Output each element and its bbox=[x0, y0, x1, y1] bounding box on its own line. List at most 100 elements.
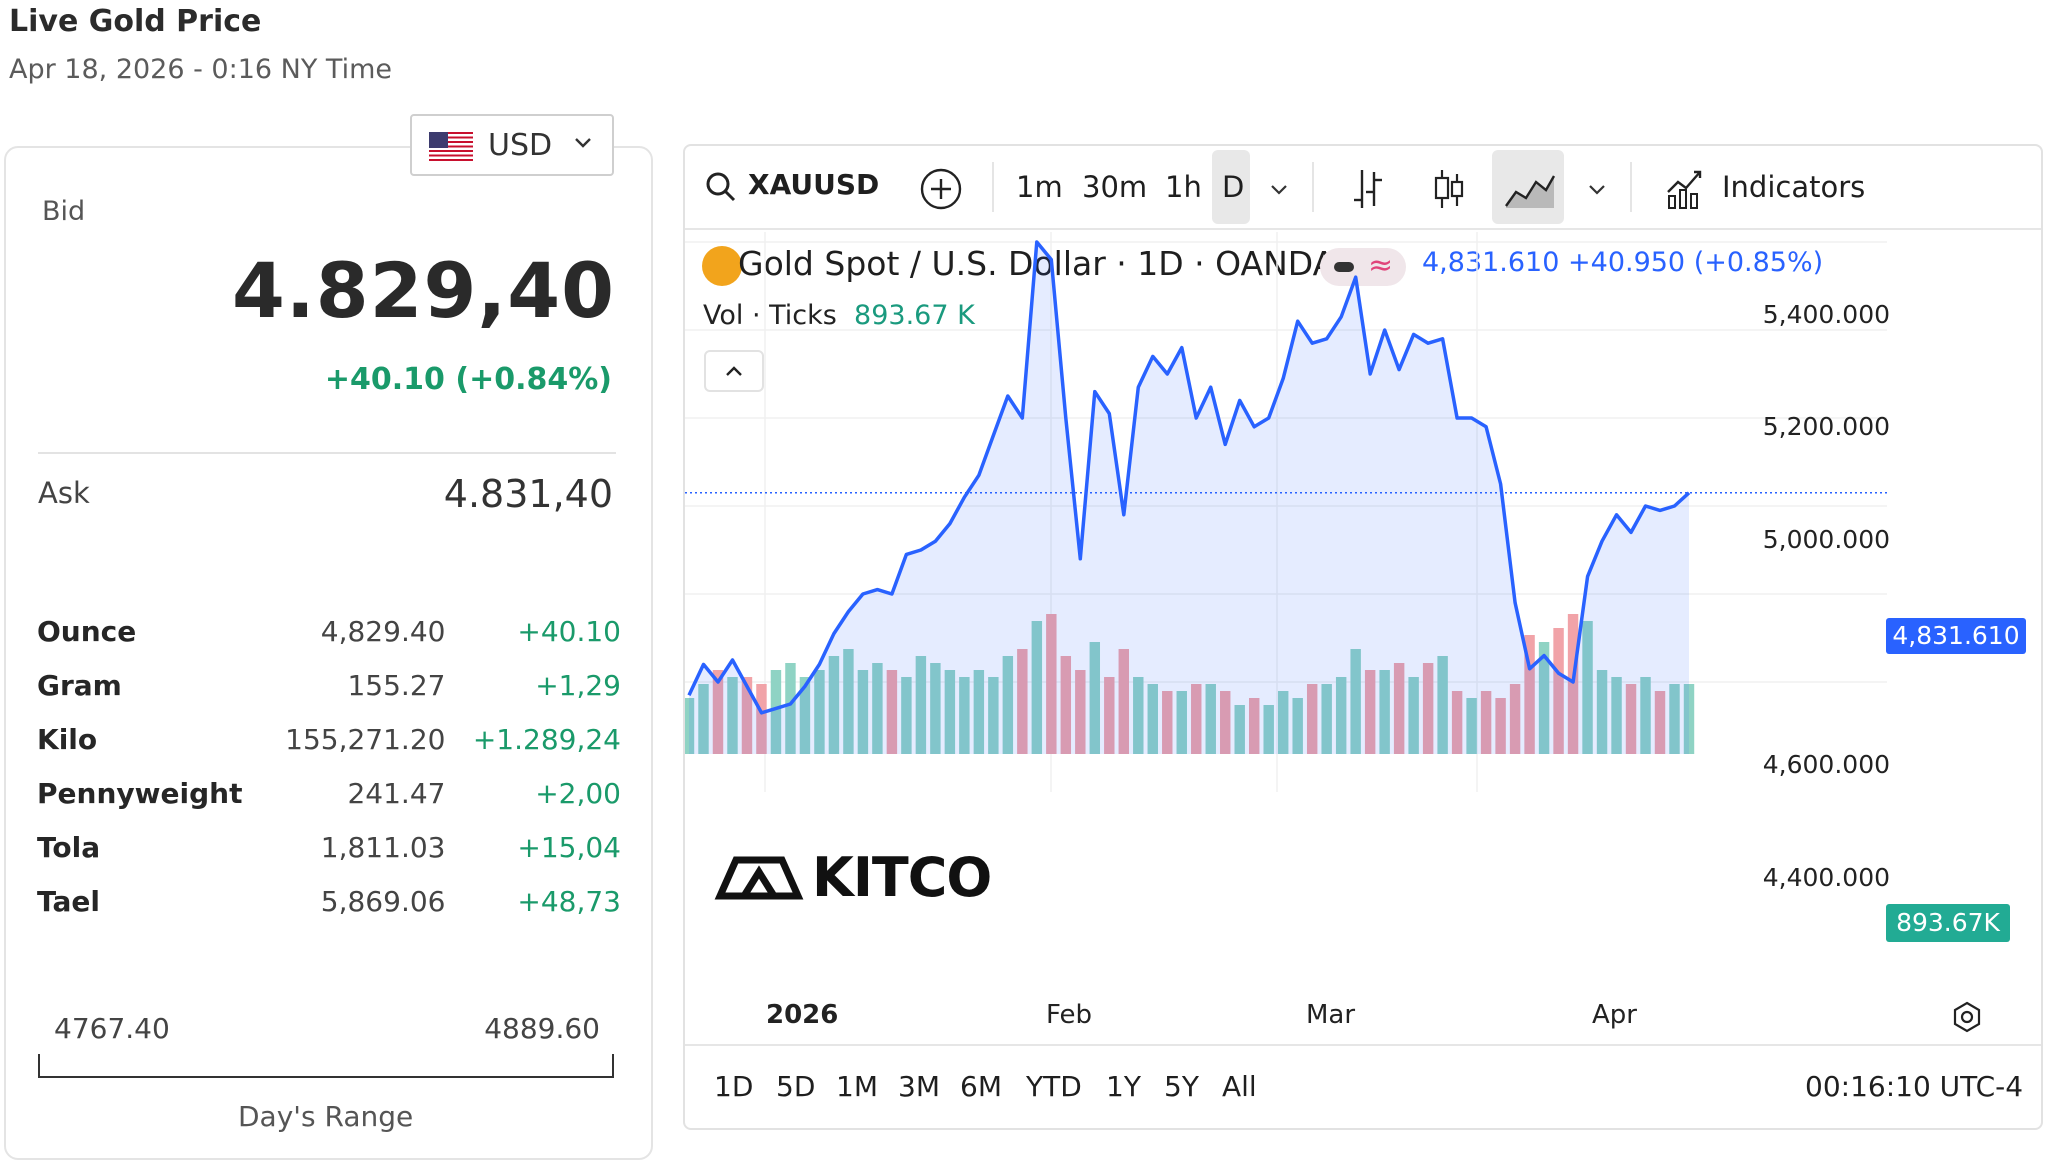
range-1m[interactable]: 1M bbox=[836, 1070, 878, 1103]
volume-bar bbox=[1654, 691, 1666, 754]
ask-value: 4.831,40 bbox=[443, 472, 613, 516]
volume-bar bbox=[1220, 691, 1231, 754]
chevron-down-icon bbox=[575, 138, 591, 148]
volume-bar bbox=[1104, 677, 1115, 754]
volume-bar bbox=[1422, 663, 1434, 754]
volume-bar bbox=[1524, 635, 1535, 754]
currency-select[interactable]: USD bbox=[410, 114, 614, 176]
volume-bar bbox=[1538, 642, 1550, 754]
unit-name: Kilo bbox=[37, 722, 98, 756]
bars-chart-icon[interactable] bbox=[1350, 166, 1386, 212]
table-row: Tola 1,811.03 +15,04 bbox=[37, 820, 621, 874]
unit-price: 155,271.20 bbox=[285, 722, 446, 756]
currency-label: USD bbox=[488, 128, 553, 163]
volume-bar bbox=[1596, 670, 1608, 754]
volume-bar bbox=[685, 698, 695, 754]
collapse-legend-button[interactable] bbox=[704, 350, 764, 392]
timeframe-30m[interactable]: 30m bbox=[1082, 170, 1148, 204]
day-range-high: 4889.60 bbox=[484, 1012, 600, 1045]
price-axis-label: 5,400.000 bbox=[1762, 300, 1890, 329]
unit-price: 241.47 bbox=[347, 776, 446, 810]
range-1d[interactable]: 1D bbox=[714, 1070, 754, 1103]
page-title: Live Gold Price bbox=[9, 4, 262, 39]
time-axis-label: Mar bbox=[1306, 1000, 1356, 1030]
volume-bar bbox=[727, 677, 738, 754]
volume-bar bbox=[1437, 656, 1448, 754]
volume-bar bbox=[1133, 677, 1144, 754]
range-1y[interactable]: 1Y bbox=[1106, 1070, 1141, 1103]
volume-bar bbox=[1060, 656, 1072, 754]
area-chart-icon[interactable] bbox=[1504, 170, 1556, 210]
volume-bar bbox=[988, 677, 999, 754]
volume-bar bbox=[930, 663, 941, 754]
range-ytd[interactable]: YTD bbox=[1026, 1070, 1082, 1103]
time-axis-label: Feb bbox=[1046, 1000, 1093, 1030]
volume-tag: 893.67K bbox=[1886, 904, 2010, 942]
volume-bar bbox=[1495, 698, 1506, 754]
settings-icon[interactable] bbox=[1950, 1000, 1984, 1034]
legend-values: 4,831.610 +40.950 (+0.85%) bbox=[1422, 247, 1823, 278]
range-all[interactable]: All bbox=[1222, 1070, 1257, 1103]
volume-bar bbox=[1364, 670, 1376, 754]
volume-bar bbox=[1292, 698, 1303, 754]
volume-bar bbox=[944, 670, 956, 754]
range-5d[interactable]: 5D bbox=[776, 1070, 816, 1103]
table-row: Tael 5,869.06 +48,73 bbox=[37, 874, 621, 928]
timeframe-d[interactable]: D bbox=[1222, 170, 1245, 204]
volume-bar bbox=[915, 656, 927, 754]
chevron-down-icon[interactable] bbox=[1586, 178, 1608, 200]
volume-bar bbox=[1466, 698, 1477, 754]
volume-bar bbox=[1234, 705, 1245, 754]
chevron-down-icon[interactable] bbox=[1268, 178, 1290, 200]
range-6m[interactable]: 6M bbox=[960, 1070, 1002, 1103]
table-row: Kilo 155,271.20 +1.289,24 bbox=[37, 712, 621, 766]
volume-bar bbox=[1002, 656, 1014, 754]
candles-chart-icon[interactable] bbox=[1432, 166, 1466, 212]
volume-bar bbox=[1611, 677, 1622, 754]
chart-grid bbox=[685, 232, 1887, 792]
unit-price: 155.27 bbox=[347, 668, 446, 702]
unit-name: Gram bbox=[37, 668, 122, 702]
bid-change: +40.10 (+0.84%) bbox=[324, 362, 612, 397]
unit-change: +15,04 bbox=[517, 830, 621, 864]
chart-clock[interactable]: 00:16:10 UTC-4 bbox=[1805, 1070, 2024, 1103]
time-axis-label: 2026 bbox=[766, 1000, 839, 1030]
volume-bar bbox=[712, 670, 724, 754]
timeframe-1h[interactable]: 1h bbox=[1165, 170, 1202, 204]
unit-name: Tola bbox=[37, 830, 101, 864]
add-symbol-icon[interactable] bbox=[918, 166, 964, 212]
range-3m[interactable]: 3M bbox=[898, 1070, 940, 1103]
bottom-separator bbox=[685, 1044, 2041, 1046]
unit-price: 5,869.06 bbox=[320, 884, 446, 918]
volume-bar bbox=[1205, 684, 1216, 754]
range-5y[interactable]: 5Y bbox=[1164, 1070, 1199, 1103]
volume-bars bbox=[685, 614, 1695, 754]
legend-toggle[interactable]: ≈ bbox=[1320, 248, 1406, 286]
units-table: Ounce 4,829.40 +40.10 Gram 155.27 +1,29 Kilo… bbox=[37, 604, 621, 928]
price-chart[interactable] bbox=[685, 232, 1887, 992]
volume-bar bbox=[1335, 677, 1347, 754]
search-icon[interactable] bbox=[704, 170, 738, 204]
unit-price: 4,829.40 bbox=[320, 614, 446, 648]
volume-bar bbox=[1350, 649, 1361, 754]
volume-bar bbox=[814, 670, 825, 754]
volume-bar bbox=[1147, 684, 1158, 754]
volume-legend: Vol · Ticks 893.67 K bbox=[703, 300, 975, 331]
kitco-watermark: KITCO bbox=[812, 846, 992, 909]
volume-bar bbox=[785, 663, 796, 754]
unit-name: Tael bbox=[37, 884, 100, 918]
indicators-icon[interactable] bbox=[1664, 166, 1706, 210]
volume-label: Vol · Ticks bbox=[703, 300, 837, 331]
volume-bar bbox=[1393, 663, 1405, 754]
volume-bar bbox=[1669, 684, 1680, 754]
active-timeframe-bg bbox=[1212, 150, 1250, 224]
chart-widget bbox=[683, 144, 2043, 1130]
volume-bar bbox=[1249, 698, 1260, 754]
indicators-button[interactable]: Indicators bbox=[1722, 170, 1866, 204]
price-area bbox=[689, 242, 1689, 754]
day-range-low: 4767.40 bbox=[54, 1012, 170, 1045]
volume-bar bbox=[1031, 621, 1043, 754]
symbol-search[interactable]: XAUUSD bbox=[748, 168, 880, 201]
volume-bar bbox=[1509, 684, 1521, 754]
timeframe-1m[interactable]: 1m bbox=[1016, 170, 1063, 204]
